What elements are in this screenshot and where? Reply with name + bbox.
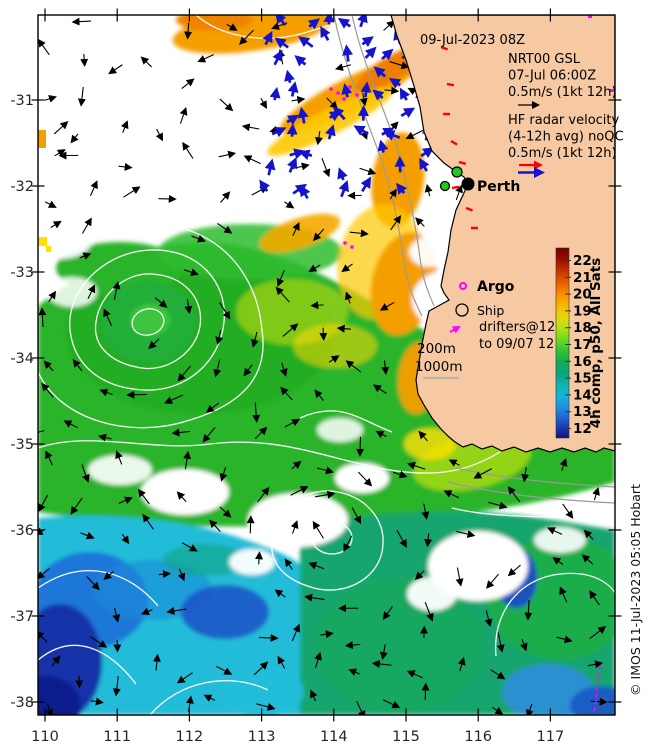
drifter-tick-icon xyxy=(451,185,460,190)
credit-text: © IMOS 11-Jul-2023 05:05 Hobart xyxy=(628,484,643,696)
city-label: Perth xyxy=(477,179,520,195)
drifters-label-line1: drifters@12 xyxy=(479,320,555,335)
y-tick-label: -38 xyxy=(10,695,34,711)
x-tick-label: 111 xyxy=(103,729,131,745)
argo-float-dot-icon xyxy=(343,241,347,245)
colorbar-tick-label: 21 xyxy=(573,270,592,286)
colorbar-tick-label: 18 xyxy=(573,320,592,336)
argo-marker-icon xyxy=(459,282,467,290)
y-tick-label: -37 xyxy=(10,609,34,625)
colorbar-tick-label: 13 xyxy=(573,404,592,420)
colorbar-tick-label: 17 xyxy=(573,337,592,353)
colorbar-tick-label: 16 xyxy=(573,354,592,370)
y-tick-label: -31 xyxy=(10,93,34,109)
argo-float-dot-icon xyxy=(350,245,354,249)
argo-float-dot-icon xyxy=(355,93,359,97)
hf-legend-line: (4-12h avg) noQC xyxy=(508,130,624,145)
sst-contours xyxy=(38,15,615,715)
colorbar-tick-label: 12 xyxy=(573,421,592,437)
hf-legend-line: HF radar velocity xyxy=(508,113,620,128)
drifter-tick-icon xyxy=(465,206,473,212)
x-tick-label: 117 xyxy=(537,729,565,745)
current-vectors xyxy=(38,17,608,715)
isobath-1000-label: 1000m xyxy=(415,359,463,375)
legend: Argo Ship drifters@12 to 09/07 12 200m 1… xyxy=(415,279,555,379)
y-tick-label: -34 xyxy=(10,351,34,367)
ship-position-icon xyxy=(439,180,451,192)
map-area xyxy=(38,15,615,715)
sst-raster-layer xyxy=(38,15,615,715)
ship-label: Ship xyxy=(477,303,504,318)
gsl-legend-line: 07-Jul 06:00Z xyxy=(508,69,596,84)
x-tick-label: 113 xyxy=(248,729,276,745)
argo-label: Argo xyxy=(477,279,515,295)
y-tick-label: -35 xyxy=(10,437,34,453)
colorbar-tick-label: 19 xyxy=(573,303,592,319)
colorbar-gradient xyxy=(555,247,570,439)
drifters-label-line2: to 09/07 12 xyxy=(479,337,554,352)
x-tick-label: 112 xyxy=(176,729,204,745)
y-tick-label: -36 xyxy=(10,523,34,539)
y-axis-labels: -31 -32 -33 -34 -35 -36 -37 -38 xyxy=(10,93,34,711)
colorbar-tick-label: 20 xyxy=(573,287,592,303)
hf-radar-legend-text: HF radar velocity (4-12h avg) noQC0.5m/s … xyxy=(508,113,624,161)
ship-position-icon xyxy=(451,166,463,178)
drifter-tick-icon xyxy=(450,139,458,146)
drifter-track xyxy=(593,665,601,713)
perth-marker: Perth xyxy=(461,177,520,195)
colorbar-tick-label: 15 xyxy=(573,371,592,387)
x-tick-label: 116 xyxy=(464,729,492,745)
drifter-tick-icon xyxy=(446,82,455,87)
drifter-tick-icon xyxy=(440,45,448,51)
observation-markers xyxy=(38,15,615,713)
x-tick-label: 115 xyxy=(392,729,420,745)
x-axis-labels: 110 111 112 113 114 115 116 117 xyxy=(31,729,564,745)
x-tick-label: 110 xyxy=(31,729,59,745)
gsl-legend-line: NRT00 GSL xyxy=(508,52,581,67)
x-tick-label: 114 xyxy=(320,729,348,745)
colorbar-axis-label: 4h comp, p50, All Sats xyxy=(588,258,604,429)
isobath-200-label: 200m xyxy=(417,341,456,357)
timestamp-label: 09-Jul-2023 08Z xyxy=(420,33,525,48)
argo-float-dot-icon xyxy=(329,87,333,91)
y-tick-label: -32 xyxy=(10,179,34,195)
drifter-tick-icon xyxy=(458,160,467,165)
colorbar-tick-label: 22 xyxy=(573,253,592,269)
ship-marker-icon xyxy=(455,303,469,317)
argo-float-dot-icon xyxy=(336,91,340,95)
gsl-legend-line: 0.5m/s (1kt 12h) xyxy=(508,85,617,100)
city-dot-icon xyxy=(461,177,475,191)
y-tick-label: -33 xyxy=(10,265,34,281)
map-frame xyxy=(37,14,616,716)
hf-radar-vectors xyxy=(259,15,435,200)
drifter-marker-icon xyxy=(449,326,461,334)
argo-float-dot-icon xyxy=(348,85,352,89)
hf-legend-line: 0.5m/s (1kt 12h) xyxy=(508,146,617,161)
argo-float-dot-icon xyxy=(342,97,346,101)
colorbar-tick-label: 14 xyxy=(573,387,592,403)
